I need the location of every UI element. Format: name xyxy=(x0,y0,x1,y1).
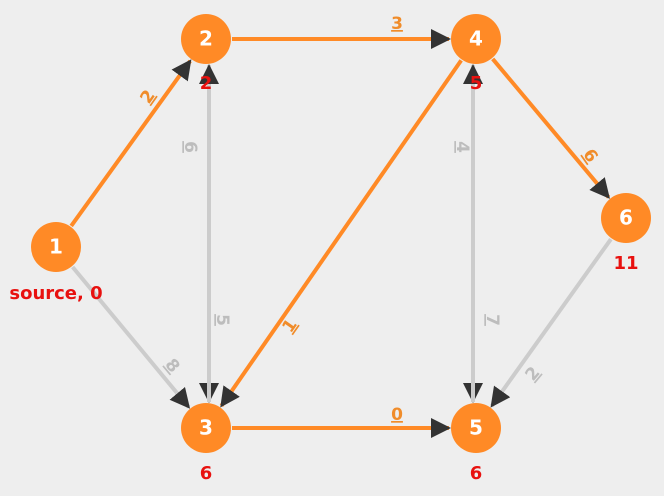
node-circle xyxy=(181,403,231,453)
node-2[interactable]: 2 xyxy=(181,14,231,64)
node-6[interactable]: 6 xyxy=(601,193,651,243)
edge-weight-6-5: 2 xyxy=(522,363,545,385)
node-circle xyxy=(181,14,231,64)
node-label: 1 xyxy=(49,235,63,259)
node-1[interactable]: 1 xyxy=(31,222,81,272)
node-circle xyxy=(451,14,501,64)
node-label: 6 xyxy=(619,206,633,230)
edge-weight-5-4: 4 xyxy=(452,141,472,153)
edge-weight-2-3: 6 xyxy=(180,141,200,153)
node-5[interactable]: 5 xyxy=(451,403,501,453)
nodes-layer: 1 2 3 4 5 6 xyxy=(31,14,651,453)
edge-1-3 xyxy=(71,265,191,409)
edge-weight-4-5: 7 xyxy=(482,314,502,326)
edges-layer xyxy=(69,29,613,438)
node-distance-3: 6 xyxy=(200,463,213,484)
edge-4-6 xyxy=(491,57,611,199)
edge-weight-1-3: 8 xyxy=(161,355,184,377)
edge-4-3 xyxy=(219,59,463,408)
edge-1-2 xyxy=(69,59,192,228)
node-distance-4: 5 xyxy=(470,73,483,94)
edge-weight-4-3: 1 xyxy=(278,315,301,336)
node-4[interactable]: 4 xyxy=(451,14,501,64)
edge-weight-3-5: 0 xyxy=(391,405,403,425)
node-3[interactable]: 3 xyxy=(181,403,231,453)
node-circle xyxy=(451,403,501,453)
edge-weight-2-4: 3 xyxy=(391,14,403,34)
node-circle xyxy=(601,193,651,243)
edge-6-5 xyxy=(490,237,613,408)
node-distance-1: source, 0 xyxy=(9,283,102,304)
node-distance-6: 11 xyxy=(613,253,638,274)
node-distance-5: 6 xyxy=(470,463,483,484)
edge-weight-1-2: 2 xyxy=(136,86,159,107)
node-circle xyxy=(31,222,81,272)
node-label: 4 xyxy=(469,27,483,51)
node-distance-2: 2 xyxy=(200,73,213,94)
node-label: 3 xyxy=(199,416,213,440)
node-label: 5 xyxy=(469,416,483,440)
edge-weight-3-2: 5 xyxy=(212,314,232,326)
node-label: 2 xyxy=(199,27,213,51)
